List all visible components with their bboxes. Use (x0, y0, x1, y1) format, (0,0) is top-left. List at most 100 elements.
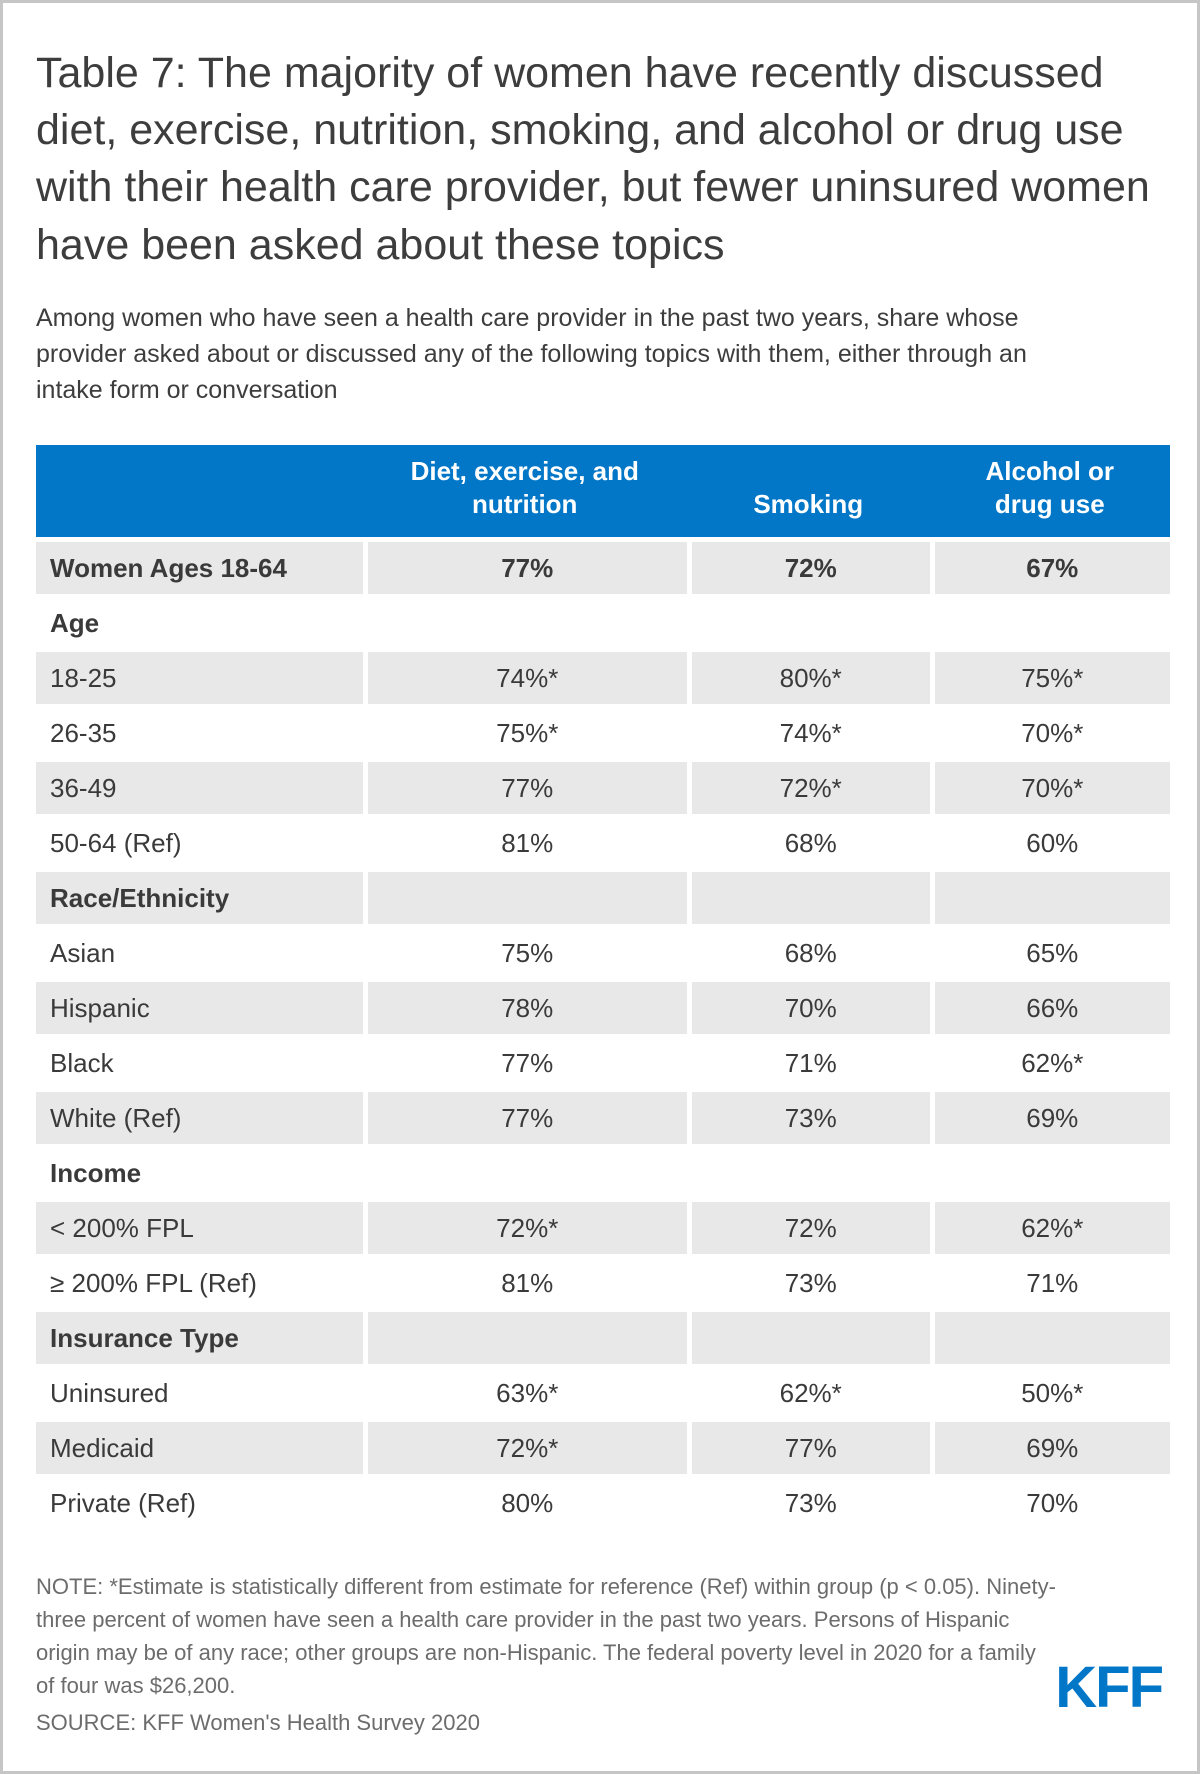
cell-value: 78% (362, 982, 687, 1038)
table-body: Women Ages 18-64 77% 72% 67% Age 18-25 74%* 80%… (36, 542, 1170, 1533)
cell-value: 69% (929, 1422, 1170, 1478)
cell-value: 75%* (362, 707, 687, 763)
cell-value: 77% (686, 1422, 930, 1478)
table-row: Women Ages 18-64 77% 72% 67% (36, 542, 1170, 598)
cell-value: 80% (362, 1477, 687, 1533)
cell-value: 72%* (362, 1422, 687, 1478)
table-row: Uninsured 63%* 62%* 50%* (36, 1367, 1170, 1423)
row-label: 36-49 (36, 762, 363, 818)
cell-value: 75%* (929, 652, 1170, 708)
cell-value (686, 1147, 930, 1203)
table-row: Black 77% 71% 62%* (36, 1037, 1170, 1093)
header-alcohol-drug-use: Alcohol or drug use (929, 444, 1170, 543)
header-empty-cell (36, 444, 363, 543)
row-label: 26-35 (36, 707, 363, 763)
row-label: Women Ages 18-64 (36, 542, 363, 598)
row-label: Private (Ref) (36, 1477, 363, 1533)
cell-value (929, 1147, 1170, 1203)
table-row: ≥ 200% FPL (Ref) 81% 73% 71% (36, 1257, 1170, 1313)
header-diet-exercise-nutrition: Diet, exercise, and nutrition (362, 444, 687, 543)
cell-value: 70% (929, 1477, 1170, 1533)
cell-value (362, 1312, 687, 1368)
cell-value: 60% (929, 817, 1170, 873)
table-row: 18-25 74%* 80%* 75%* (36, 652, 1170, 708)
cell-value: 68% (686, 817, 930, 873)
cell-value: 65% (929, 927, 1170, 983)
table-header: Diet, exercise, and nutrition Smoking Al… (36, 444, 1170, 543)
table-row: < 200% FPL 72%* 72% 62%* (36, 1202, 1170, 1258)
cell-value (686, 597, 930, 653)
section-row: Income (36, 1147, 1170, 1203)
row-label: 18-25 (36, 652, 363, 708)
cell-value: 77% (362, 1037, 687, 1093)
cell-value: 77% (362, 762, 687, 818)
row-label: Insurance Type (36, 1312, 363, 1368)
cell-value: 73% (686, 1092, 930, 1148)
cell-value: 77% (362, 542, 687, 598)
page-title: Table 7: The majority of women have rece… (36, 49, 1150, 269)
table-row: Asian 75% 68% 65% (36, 927, 1170, 983)
source-text: SOURCE: KFF Women's Health Survey 2020 (36, 1710, 480, 1736)
cell-value: 73% (686, 1477, 930, 1533)
cell-value: 72% (686, 1202, 930, 1258)
footer: NOTE: *Estimate is statistically differe… (36, 1570, 1170, 1739)
cell-value: 68% (686, 927, 930, 983)
cell-value: 73% (686, 1257, 930, 1313)
table-row: 26-35 75%* 74%* 70%* (36, 707, 1170, 763)
page-subtitle: Among women who have seen a health care … (36, 303, 1027, 405)
cell-value (929, 872, 1170, 928)
table-row: Hispanic 78% 70% 66% (36, 982, 1170, 1038)
header-row: Diet, exercise, and nutrition Smoking Al… (36, 444, 1170, 543)
section-row: Age (36, 597, 1170, 653)
row-label: ≥ 200% FPL (Ref) (36, 1257, 363, 1313)
row-label: Asian (36, 927, 363, 983)
cell-value: 70% (686, 982, 930, 1038)
cell-value: 77% (362, 1092, 687, 1148)
cell-value: 72% (686, 542, 930, 598)
cell-value: 75% (362, 927, 687, 983)
cell-value: 50%* (929, 1367, 1170, 1423)
notes-block: NOTE: *Estimate is statistically differe… (36, 1570, 1056, 1739)
section-row: Insurance Type (36, 1312, 1170, 1368)
cell-value: 71% (686, 1037, 930, 1093)
table-row: Medicaid 72%* 77% 69% (36, 1422, 1170, 1478)
note-text: NOTE: *Estimate is statistically differe… (36, 1574, 1056, 1699)
cell-value (929, 597, 1170, 653)
cell-value: 74%* (362, 652, 687, 708)
cell-value: 81% (362, 817, 687, 873)
cell-value (686, 1312, 930, 1368)
cell-value: 70%* (929, 707, 1170, 763)
cell-value: 69% (929, 1092, 1170, 1148)
row-label: Medicaid (36, 1422, 363, 1478)
cell-value: 74%* (686, 707, 930, 763)
cell-value: 66% (929, 982, 1170, 1038)
row-label: Race/Ethnicity (36, 872, 363, 928)
cell-value (929, 1312, 1170, 1368)
table-row: 36-49 77% 72%* 70%* (36, 762, 1170, 818)
cell-value: 81% (362, 1257, 687, 1313)
cell-value (362, 597, 687, 653)
row-label: < 200% FPL (36, 1202, 363, 1258)
cell-value: 62%* (929, 1037, 1170, 1093)
row-label: Hispanic (36, 982, 363, 1038)
row-label: Income (36, 1147, 363, 1203)
row-label: Uninsured (36, 1367, 363, 1423)
cell-value: 72%* (686, 762, 930, 818)
table-row: Private (Ref) 80% 73% 70% (36, 1477, 1170, 1533)
cell-value: 72%* (362, 1202, 687, 1258)
row-label: 50-64 (Ref) (36, 817, 363, 873)
table-row: White (Ref) 77% 73% 69% (36, 1092, 1170, 1148)
cell-value (362, 872, 687, 928)
row-label: Black (36, 1037, 363, 1093)
cell-value: 62%* (686, 1367, 930, 1423)
cell-value: 70%* (929, 762, 1170, 818)
data-table: Diet, exercise, and nutrition Smoking Al… (36, 444, 1170, 1533)
cell-value (686, 872, 930, 928)
cell-value: 67% (929, 542, 1170, 598)
cell-value: 71% (929, 1257, 1170, 1313)
cell-value (362, 1147, 687, 1203)
kff-logo: KFF (1055, 1655, 1164, 1721)
table-row: 50-64 (Ref) 81% 68% 60% (36, 817, 1170, 873)
header-smoking: Smoking (686, 444, 930, 543)
